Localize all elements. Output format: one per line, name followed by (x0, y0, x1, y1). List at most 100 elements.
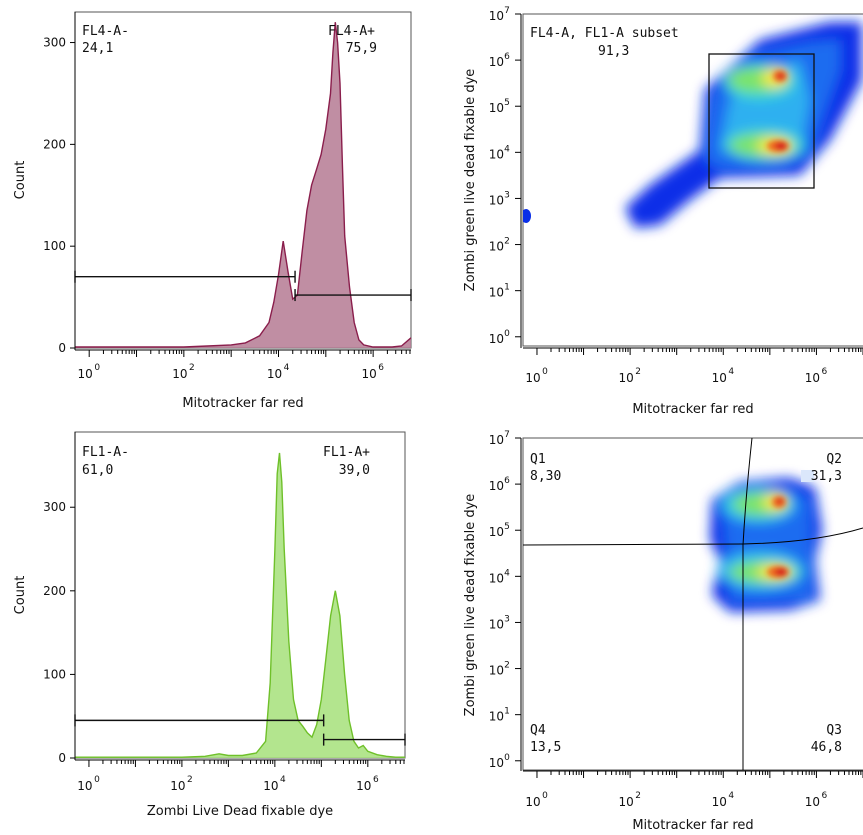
y-tick-label: 300 (43, 36, 66, 50)
x-tick-label: 10 (267, 367, 282, 381)
y-tick-label: 200 (43, 137, 66, 151)
y-tick-label: 200 (43, 584, 66, 598)
gate-name-fl4-plus: FL4-A+ (328, 24, 375, 39)
y-tick-label: 100 (43, 239, 66, 253)
y-tick-exponent: 3 (504, 614, 510, 624)
y-tick-exponent: 2 (504, 661, 510, 671)
x-tick-label: 10 (525, 371, 540, 385)
y-tick-label: 10 (489, 525, 504, 539)
quadrant-q3-value: 46,8 (811, 740, 842, 755)
x-tick-label: 10 (170, 779, 185, 793)
y-tick-label: 10 (489, 101, 504, 115)
x-tick-exponent: 2 (187, 775, 193, 785)
x-tick-label: 10 (362, 367, 377, 381)
quadrant-q1-value: 8,30 (530, 469, 561, 484)
x-tick-exponent: 4 (728, 791, 734, 801)
x-tick-label: 10 (712, 371, 727, 385)
y-tick-exponent: 3 (504, 190, 510, 200)
quadrant-q1-name: Q1 (530, 452, 546, 467)
plot-frame-bottom-left (74, 431, 406, 759)
y-tick-label: 0 (58, 751, 66, 765)
gate-name-fl4-minus: FL4-A- (82, 24, 129, 39)
x-tick-label: 10 (525, 795, 540, 809)
x-tick-label: 10 (263, 779, 278, 793)
histogram-area (75, 22, 411, 348)
y-axis-title-bottom-left: Count (13, 576, 28, 615)
quadrant-q4-name: Q4 (530, 723, 546, 738)
gate-value-fl4-plus: 75,9 (346, 41, 377, 56)
y-tick-exponent: 1 (504, 707, 510, 717)
x-tick-exponent: 4 (284, 363, 290, 373)
quadrant-q4-value: 13,5 (530, 740, 561, 755)
quadrant-q2-name: Q2 (826, 452, 842, 467)
quadrant-gate-vertical[interactable] (742, 438, 753, 770)
gate-value-fl4-minus: 24,1 (82, 41, 113, 56)
gate-name-fl1-plus: FL1-A+ (323, 445, 370, 460)
quadrant-q2-value: 31,3 (811, 469, 842, 484)
y-tick-label: 10 (489, 9, 504, 23)
x-tick-exponent: 6 (822, 791, 828, 801)
x-tick-label: 10 (805, 795, 820, 809)
x-tick-label: 10 (805, 371, 820, 385)
y-axis-title-top-left: Count (13, 161, 28, 200)
y-tick-label: 10 (489, 617, 504, 631)
x-tick-label: 10 (356, 779, 371, 793)
x-tick-exponent: 4 (728, 367, 734, 377)
quadrant-gate-horizontal[interactable] (523, 527, 863, 546)
y-tick-exponent: 1 (504, 283, 510, 293)
y-tick-label: 100 (43, 667, 66, 681)
y-axis-title-top-right: Zombi green live dead fixable dye (463, 69, 478, 292)
y-tick-label: 10 (489, 756, 504, 770)
x-tick-label: 10 (78, 367, 93, 381)
x-tick-label: 10 (618, 795, 633, 809)
y-tick-label: 10 (489, 479, 504, 493)
x-tick-label: 10 (172, 367, 187, 381)
x-axis-title-bottom-right: Mitotracker far red (632, 818, 753, 833)
y-tick-label: 10 (489, 193, 504, 207)
y-tick-exponent: 0 (504, 753, 510, 763)
gate-name-subset: FL4-A, FL1-A subset (530, 26, 679, 41)
x-tick-exponent: 6 (373, 775, 379, 785)
y-tick-exponent: 2 (504, 237, 510, 247)
gate-value-subset: 91,3 (598, 44, 629, 59)
x-tick-exponent: 0 (542, 367, 548, 377)
density-plot-top-right (523, 22, 862, 228)
rectangular-gate[interactable] (708, 53, 815, 189)
y-tick-label: 10 (489, 664, 504, 678)
y-tick-label: 10 (489, 433, 504, 447)
y-tick-label: 10 (489, 710, 504, 724)
y-tick-exponent: 5 (504, 98, 510, 108)
y-tick-exponent: 6 (504, 52, 510, 62)
x-tick-exponent: 2 (189, 363, 195, 373)
q2-label-backdrop (801, 470, 814, 482)
y-tick-exponent: 7 (504, 430, 510, 440)
x-tick-exponent: 4 (280, 775, 286, 785)
y-tick-label: 10 (489, 286, 504, 300)
y-tick-label: 10 (489, 240, 504, 254)
x-tick-exponent: 0 (94, 775, 100, 785)
y-tick-label: 10 (489, 332, 504, 346)
gate-value-fl1-minus: 61,0 (82, 463, 113, 478)
quadrant-q3-name: Q3 (826, 723, 842, 738)
x-tick-exponent: 2 (635, 791, 641, 801)
density-edge-events (523, 209, 531, 223)
x-tick-label: 10 (77, 779, 92, 793)
x-axis-title-top-right: Mitotracker far red (632, 402, 753, 417)
gate-name-fl1-minus: FL1-A- (82, 445, 129, 460)
y-tick-label: 300 (43, 500, 66, 514)
density-plot-bottom-right (523, 438, 863, 770)
x-tick-exponent: 0 (94, 363, 100, 373)
y-tick-label: 10 (489, 55, 504, 69)
x-tick-exponent: 6 (378, 363, 384, 373)
histogram-line (75, 452, 405, 758)
x-tick-label: 10 (712, 795, 727, 809)
y-tick-label: 0 (58, 341, 66, 355)
x-tick-exponent: 6 (822, 367, 828, 377)
x-tick-exponent: 2 (635, 367, 641, 377)
histogram-line (75, 22, 412, 348)
y-tick-label: 10 (489, 571, 504, 585)
x-tick-exponent: 0 (542, 791, 548, 801)
y-tick-exponent: 4 (504, 144, 510, 154)
x-axis-title-top-left: Mitotracker far red (182, 396, 303, 411)
